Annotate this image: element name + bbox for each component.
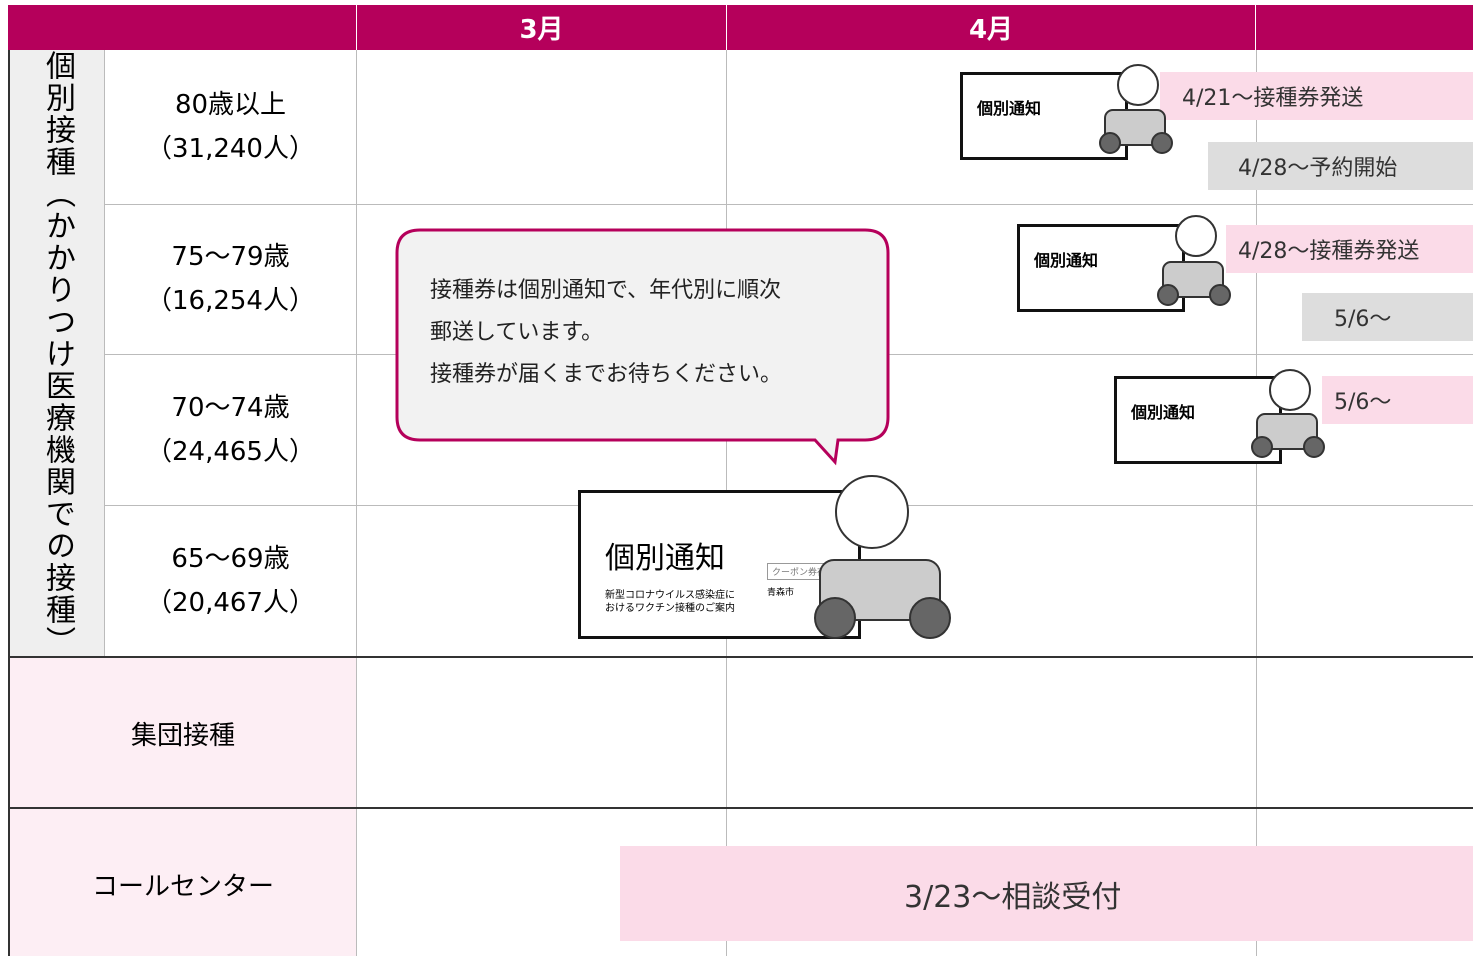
speech-bubble [395, 228, 890, 466]
age-cell: 80歳以上 （31,240人） [105, 83, 356, 171]
event: 4/28〜予約開始 [1208, 142, 1473, 190]
event: 5/6〜 [1322, 376, 1473, 424]
bubble-line: 接種券は個別通知で、年代別に順次 [430, 278, 782, 303]
row-line [8, 656, 1473, 658]
age: 70〜74歳 [171, 393, 290, 423]
card-city: 青森市 [767, 588, 795, 598]
col-line [356, 50, 357, 956]
col-line [1256, 50, 1257, 956]
card-title: 個別通知 [1034, 251, 1099, 270]
count: （20,467人） [146, 588, 315, 618]
group-label: 集団接種 [130, 721, 235, 751]
month: 4月 [726, 5, 1256, 50]
event: 4/21〜接種券発送 [1160, 72, 1473, 120]
card: 個別通知 [1017, 224, 1185, 312]
card: 個別通知 新型コロナウイルス感染症に おけるワクチン接種のご案内 クーポン券在中 … [578, 490, 861, 639]
count: （31,240人） [146, 134, 315, 164]
age: 65〜69歳 [171, 544, 290, 574]
group-label: コールセンター [91, 872, 274, 902]
card-text: 新型コロナウイルス感染症に おけるワクチン接種のご案内 [605, 589, 858, 615]
event: 5/6〜 [1302, 293, 1473, 341]
count: （16,254人） [146, 286, 315, 316]
event: 4/28〜接種券発送 [1226, 225, 1473, 273]
mascot [814, 64, 1325, 639]
age: 80歳以上 [174, 90, 287, 120]
card: 個別通知 [1114, 376, 1282, 464]
card-title: 個別通知 [1131, 403, 1196, 422]
age-cell: 65〜69歳 （20,467人） [105, 537, 356, 625]
bubble-line: 接種券が届くまでお待ちください。 [430, 362, 783, 387]
row-line [105, 204, 1473, 205]
age-cell: 70〜74歳 （24,465人） [105, 386, 356, 474]
month: 3月 [356, 5, 726, 50]
card-line: おけるワクチン接種のご案内 [605, 603, 735, 614]
age-cell: 75〜79歳 （16,254人） [105, 235, 356, 323]
count: （24,465人） [146, 437, 315, 467]
event: 3/23〜相談受付 [620, 846, 1473, 941]
row-line [8, 807, 1473, 809]
card-title: 個別通知 [977, 99, 1042, 118]
side-label: 個別接種（かかりつけ医療機関での接種） [10, 50, 105, 658]
card-title: 個別通知 [605, 541, 725, 576]
card-line: 新型コロナウイルス感染症に [605, 590, 735, 601]
table [8, 5, 1473, 956]
bubble-text: 接種券は個別通知で、年代別に順次 郵送しています。 接種券が届くまでお待ちくださ… [430, 270, 782, 396]
age: 75〜79歳 [171, 242, 290, 272]
card: 個別通知 [960, 72, 1128, 160]
bubble-line: 郵送しています。 [430, 320, 604, 345]
